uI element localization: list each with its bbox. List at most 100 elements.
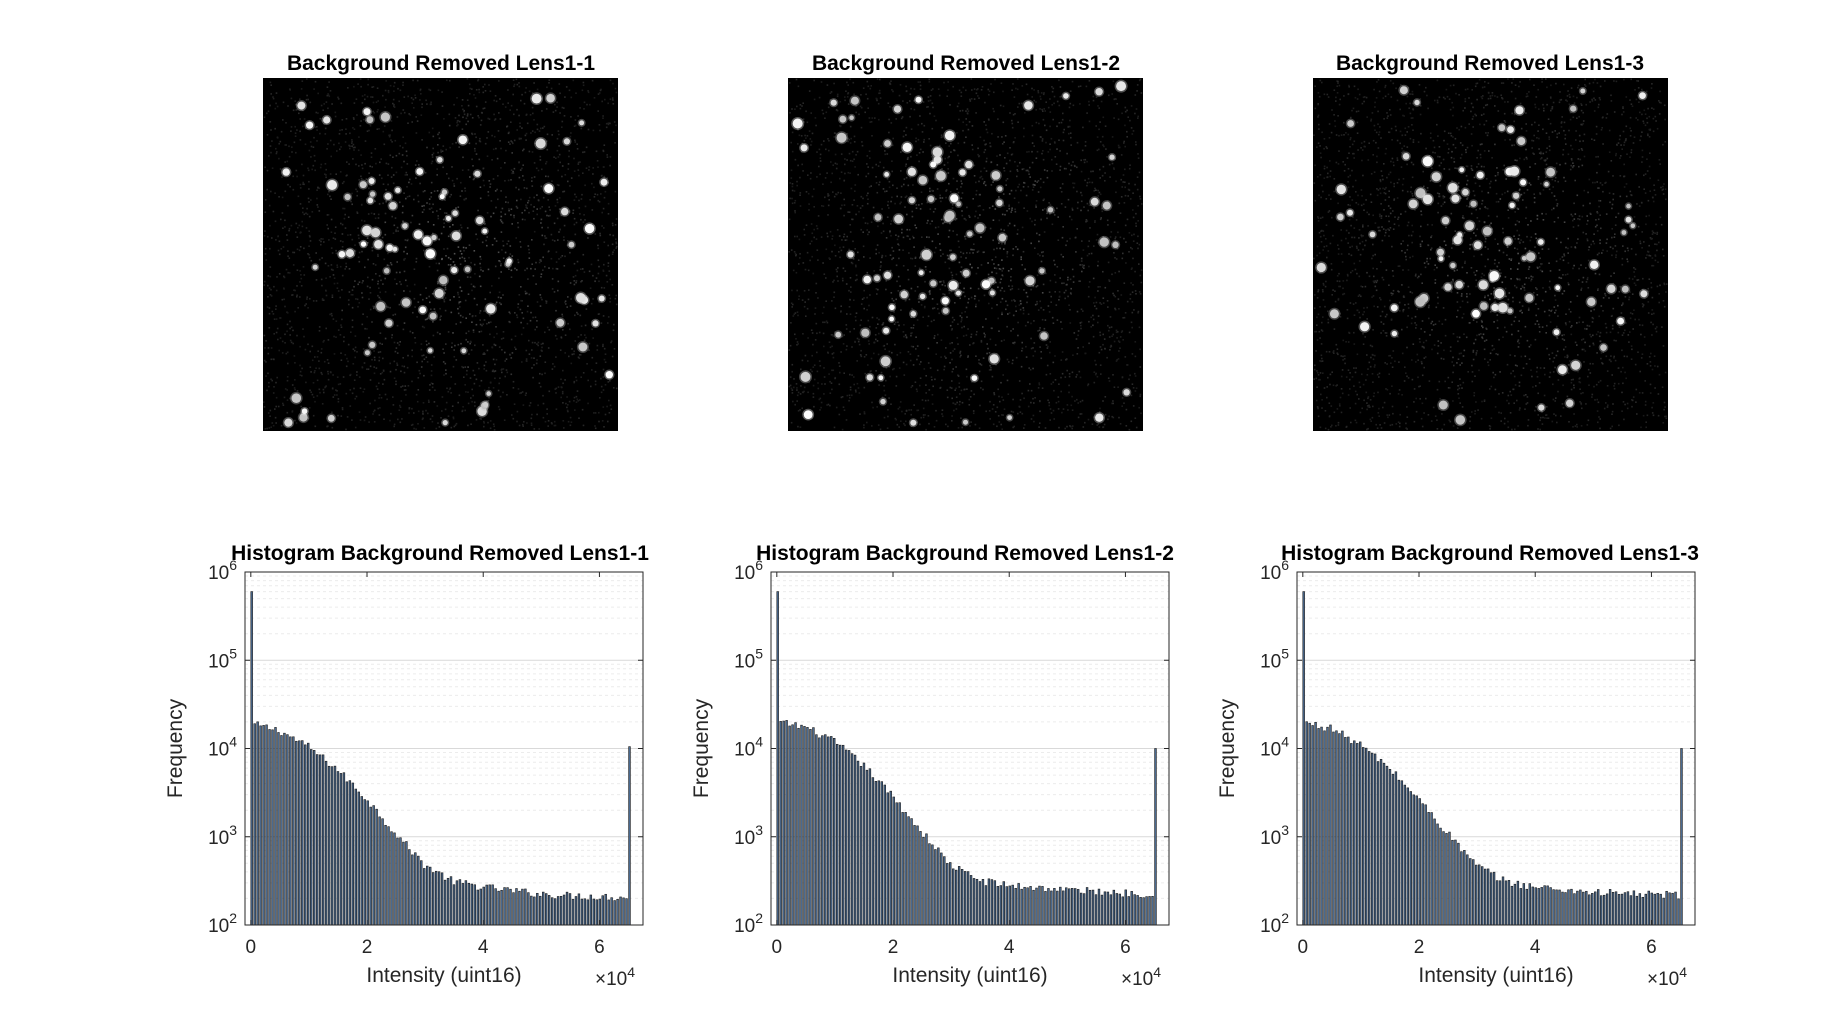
noise-pixel — [791, 389, 794, 391]
noise-pixel — [877, 353, 880, 356]
noise-pixel — [1070, 164, 1073, 167]
noise-pixel — [475, 153, 478, 155]
fluorescence-spot — [363, 108, 371, 116]
noise-pixel — [1099, 121, 1101, 123]
noise-pixel — [499, 219, 502, 221]
noise-pixel — [819, 365, 822, 367]
noise-pixel — [1097, 315, 1100, 317]
noise-pixel — [1044, 319, 1047, 321]
noise-pixel — [923, 368, 926, 370]
noise-pixel — [1030, 389, 1033, 392]
noise-pixel — [848, 152, 851, 155]
noise-pixel — [961, 182, 963, 185]
noise-pixel — [407, 95, 409, 98]
noise-pixel — [947, 172, 950, 174]
noise-pixel — [924, 399, 927, 402]
noise-pixel — [510, 373, 513, 376]
noise-pixel — [546, 148, 549, 151]
noise-pixel — [449, 146, 451, 149]
noise-pixel — [361, 219, 363, 222]
noise-pixel — [406, 174, 408, 176]
noise-pixel — [546, 326, 549, 329]
noise-pixel — [845, 239, 848, 241]
noise-pixel — [1030, 337, 1032, 340]
noise-pixel — [920, 191, 923, 193]
noise-pixel — [1107, 377, 1110, 379]
noise-pixel — [327, 107, 329, 110]
noise-pixel — [605, 122, 608, 125]
noise-pixel — [578, 417, 580, 419]
noise-pixel — [419, 89, 422, 92]
noise-pixel — [891, 89, 893, 91]
noise-pixel — [430, 196, 432, 198]
noise-pixel — [390, 263, 393, 266]
noise-pixel — [547, 347, 550, 349]
noise-pixel — [1107, 418, 1109, 421]
noise-pixel — [849, 125, 852, 128]
noise-pixel — [479, 417, 481, 420]
noise-pixel — [1099, 218, 1102, 221]
noise-pixel — [861, 298, 864, 300]
noise-pixel — [903, 183, 905, 186]
noise-pixel — [271, 310, 274, 313]
noise-pixel — [551, 288, 554, 290]
noise-pixel — [557, 386, 560, 388]
noise-pixel — [493, 429, 496, 431]
noise-pixel — [345, 133, 347, 135]
noise-pixel — [804, 354, 807, 357]
noise-pixel — [349, 373, 352, 376]
noise-pixel — [815, 124, 817, 127]
noise-pixel — [983, 139, 985, 142]
noise-pixel — [1029, 176, 1031, 178]
noise-pixel — [429, 103, 432, 106]
noise-pixel — [980, 387, 982, 389]
noise-pixel — [291, 411, 294, 413]
noise-pixel — [472, 331, 475, 333]
noise-pixel — [426, 318, 428, 320]
noise-pixel — [980, 89, 983, 91]
noise-pixel — [524, 209, 526, 212]
noise-pixel — [495, 358, 498, 361]
noise-pixel — [462, 246, 465, 249]
noise-pixel — [1066, 152, 1068, 155]
noise-pixel — [1053, 259, 1055, 262]
noise-pixel — [1025, 291, 1028, 294]
noise-pixel — [1058, 122, 1061, 124]
noise-pixel — [996, 304, 998, 306]
noise-pixel — [1084, 421, 1086, 424]
noise-pixel — [379, 351, 382, 353]
noise-pixel — [1031, 161, 1034, 164]
noise-pixel — [1038, 234, 1041, 236]
noise-pixel — [818, 148, 821, 151]
noise-pixel — [1122, 339, 1124, 341]
noise-pixel — [581, 280, 583, 282]
noise-pixel — [576, 260, 579, 263]
noise-pixel — [834, 255, 837, 257]
noise-pixel — [306, 78, 308, 80]
noise-pixel — [277, 249, 280, 252]
noise-pixel — [498, 260, 500, 262]
noise-pixel — [478, 385, 481, 387]
noise-pixel — [1115, 180, 1117, 183]
noise-pixel — [1083, 267, 1085, 269]
noise-pixel — [302, 266, 305, 268]
noise-pixel — [577, 400, 579, 402]
noise-pixel — [449, 258, 452, 260]
noise-pixel — [867, 233, 869, 236]
noise-pixel — [538, 130, 541, 132]
noise-pixel — [838, 383, 841, 386]
noise-pixel — [843, 233, 846, 236]
noise-pixel — [299, 370, 302, 373]
noise-pixel — [855, 274, 858, 277]
noise-pixel — [831, 172, 833, 175]
noise-pixel — [317, 112, 319, 114]
noise-pixel — [417, 410, 420, 413]
noise-pixel — [508, 311, 511, 313]
noise-pixel — [450, 311, 453, 314]
noise-pixel — [441, 258, 443, 261]
noise-pixel — [272, 392, 275, 394]
noise-pixel — [1003, 408, 1006, 410]
noise-pixel — [962, 252, 965, 255]
noise-pixel — [970, 336, 972, 338]
noise-pixel — [324, 386, 327, 388]
